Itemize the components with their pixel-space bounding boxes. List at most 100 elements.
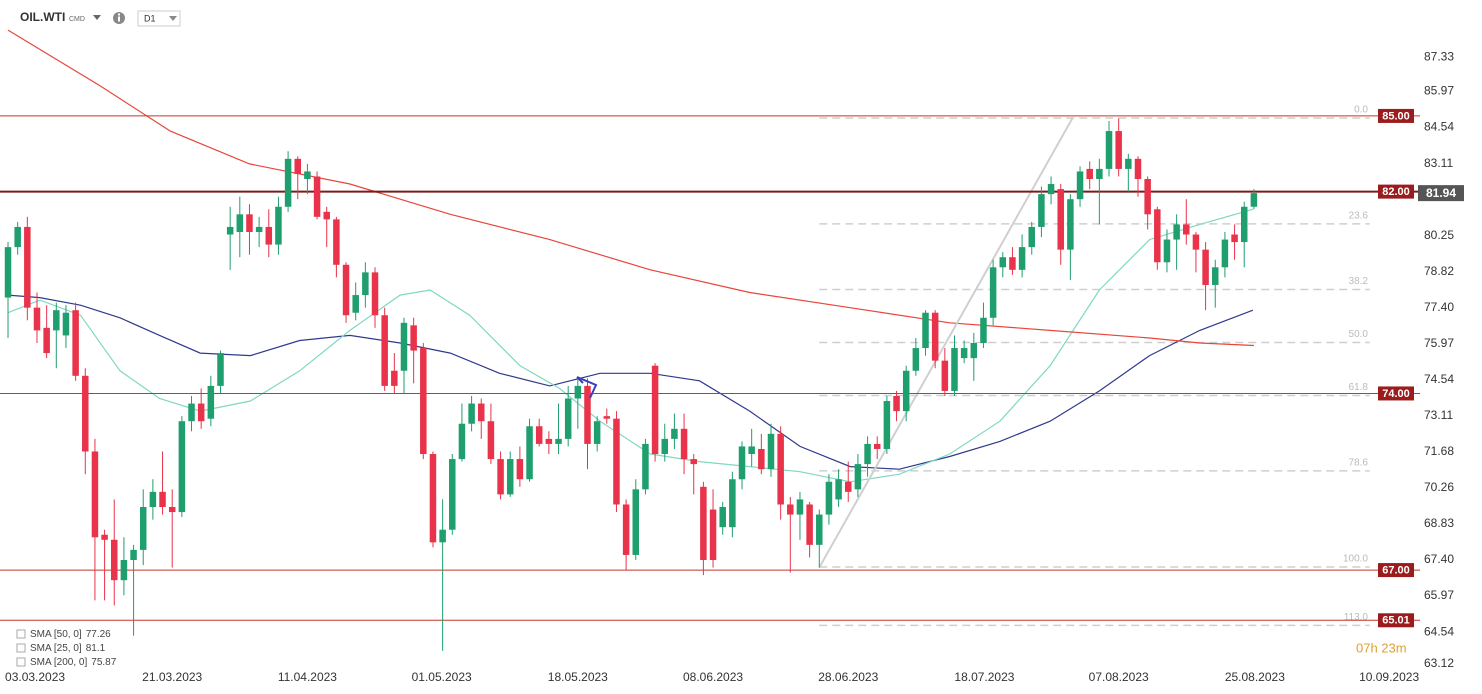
candle-body [294,158,302,174]
fib-label: 113.0 [1344,612,1369,623]
candle-body [14,226,21,248]
candle-body [478,403,485,422]
candle-body [352,295,359,313]
candle-body [333,219,340,265]
header: OIL.WTI CMD D1 [20,10,181,27]
candle-body [1154,209,1161,263]
candle-body [1202,249,1209,285]
level-label: 74.00 [1382,388,1410,400]
level-label: 85.00 [1382,110,1410,122]
legend-icon[interactable] [16,657,26,667]
legend-name: SMA [50, 0] [30,629,82,640]
candle-body [400,322,408,371]
legend-icon[interactable] [16,629,26,639]
level-label: 65.01 [1382,615,1410,627]
candle-body [506,459,514,495]
candle-body [912,348,920,371]
candle-body [120,559,128,581]
candle-body [777,433,784,505]
candle-body [1018,247,1026,270]
candle-body [91,451,99,538]
candle-body [207,385,215,419]
candle-body [854,464,862,490]
candle-body [622,504,630,555]
symbol-caret[interactable] [93,15,101,20]
y-tick-label: 64.54 [1424,624,1454,638]
candle-body [574,385,582,399]
candle-body [1047,184,1055,195]
y-tick-label: 74.54 [1424,372,1454,386]
candle-body [1028,226,1036,248]
candle-body [33,307,41,331]
candle-body [429,454,437,543]
candle-body [1115,131,1122,169]
candle-body [680,428,688,460]
candle-body [535,426,543,444]
candle-body [999,257,1007,268]
candle-body [1086,168,1093,179]
candle-body [1240,206,1248,243]
candle-body [931,312,939,361]
y-tick-label: 75.97 [1424,336,1454,350]
candle-body [439,529,446,543]
candle-body [796,499,804,515]
candle-body [603,416,611,419]
candle-body [497,459,504,495]
candle-body [1231,234,1238,243]
candle-body [651,365,659,455]
candle-body [864,443,871,465]
candle-body [275,206,282,245]
legend-value: 77.26 [86,629,111,640]
interval: D1 [144,13,156,23]
candle-body [43,327,50,354]
candle-body [188,403,195,422]
y-tick-label: 87.33 [1424,49,1454,63]
info-glyph [118,16,120,22]
legend: SMA [50, 0] 77.26 SMA [25, 0] 81.1 SMA [200,… [16,629,117,668]
y-tick-label: 77.40 [1424,300,1454,314]
candle-body [1125,158,1132,169]
candle-body [545,438,553,444]
candle-body [941,360,949,391]
level-label-box [1378,108,1414,123]
candle-body [883,401,891,449]
candle-body [72,310,79,376]
candle-body [1076,171,1084,200]
y-tick-label: 84.54 [1424,120,1454,134]
candle-body [593,421,601,444]
x-tick-label: 21.03.2023 [142,670,202,684]
candle-body [787,504,794,515]
candle-body [1212,267,1219,285]
last-price-label: 81.94 [1426,186,1456,200]
fib-label: 100.0 [1343,554,1368,565]
candle-body [62,312,70,336]
x-tick-label: 28.06.2023 [818,670,878,684]
candle-body [487,421,495,460]
candle-body [951,348,958,391]
candle-body [902,370,910,412]
y-tick-label: 83.11 [1424,156,1453,170]
interval-select[interactable] [137,10,181,27]
candle-body [236,214,244,232]
fib-label: 23.6 [1349,211,1369,222]
candle-body [217,353,224,386]
legend-entry: SMA [25, 0] 81.1 [30,643,106,654]
candle-body [1096,168,1103,179]
candle-body [1009,257,1016,270]
candle-body [1038,194,1045,227]
y-tick-label: 63.12 [1424,656,1454,670]
candle-body [555,438,562,444]
fib-label: 0.0 [1354,105,1368,116]
candle-body [845,481,852,492]
plot-area: 0.0 23.6 38.2 50.0 61.8 78.6 100.0 113.0 [0,29,1420,651]
y-tick-label: 73.11 [1424,408,1453,422]
candle-body [381,315,388,386]
sma-line [7,294,1254,470]
candle-body [24,226,31,308]
sma-line [7,29,1254,347]
legend-icon[interactable] [16,643,26,653]
x-tick-label: 18.07.2023 [954,670,1014,684]
candle-body [197,403,205,422]
candle-body [738,446,746,480]
